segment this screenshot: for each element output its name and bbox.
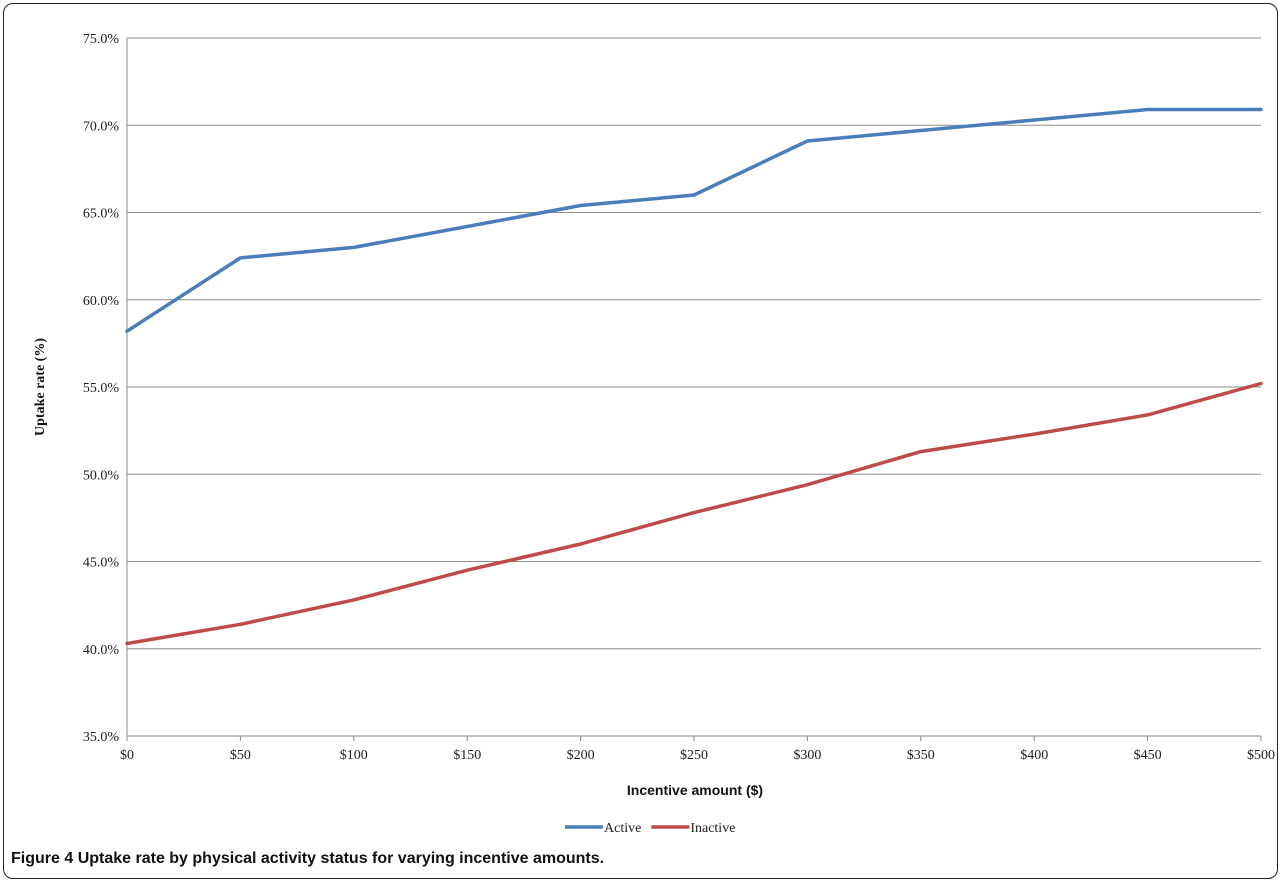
x-tick-label: $500 (1247, 748, 1275, 763)
y-tick-label: 45.0% (83, 556, 120, 571)
legend-label-inactive: Inactive (690, 821, 735, 836)
figure-frame (3, 3, 1278, 879)
x-tick-label: $0 (120, 748, 134, 763)
figure-caption: Figure 4 Uptake rate by physical activit… (11, 850, 604, 868)
gridlines (127, 37, 1261, 737)
series-line-active (125, 107, 1263, 333)
x-tick-label: $50 (230, 748, 251, 763)
x-tick-label: $200 (567, 748, 595, 763)
line-chart: 35.0% 40.0% 45.0% 50.0% 55.0% 60.0% 65.0% 70.0%… (33, 32, 1275, 836)
x-tick-label: $100 (340, 748, 368, 763)
y-tick-label: 55.0% (83, 381, 120, 396)
caption-text: Uptake rate by physical activity status … (77, 850, 605, 867)
legend-label-active: Active (604, 821, 641, 836)
x-tick-label: $250 (680, 748, 708, 763)
x-tick-labels: $0 $50 $100 $150 $200 $250 $300 $350 $400 $450 $50… (120, 736, 1275, 763)
y-tick-labels: 35.0% 40.0% 45.0% 50.0% 55.0% 60.0% 65.0% 70.0%… (83, 32, 120, 745)
y-tick-label: 65.0% (83, 207, 120, 222)
x-tick-label: $400 (1020, 748, 1048, 763)
legend: Active Inactive (565, 821, 735, 836)
x-tick-label: $350 (907, 748, 935, 763)
y-tick-label: 50.0% (83, 468, 120, 483)
y-tick-label: 60.0% (83, 294, 120, 309)
x-tick-label: $150 (453, 748, 481, 763)
y-axis-title: Uptake rate (%) (33, 338, 48, 436)
y-tick-label: 35.0% (83, 730, 120, 745)
y-tick-label: 40.0% (83, 643, 120, 658)
x-tick-label: $300 (793, 748, 821, 763)
y-tick-label: 70.0% (83, 119, 120, 134)
y-tick-label: 75.0% (83, 32, 120, 47)
series-lines (125, 107, 1263, 646)
caption-label: Figure 4 (11, 850, 74, 867)
series-line-inactive (125, 381, 1263, 646)
x-axis-title: Incentive amount ($) (627, 782, 763, 798)
x-tick-label: $450 (1134, 748, 1162, 763)
